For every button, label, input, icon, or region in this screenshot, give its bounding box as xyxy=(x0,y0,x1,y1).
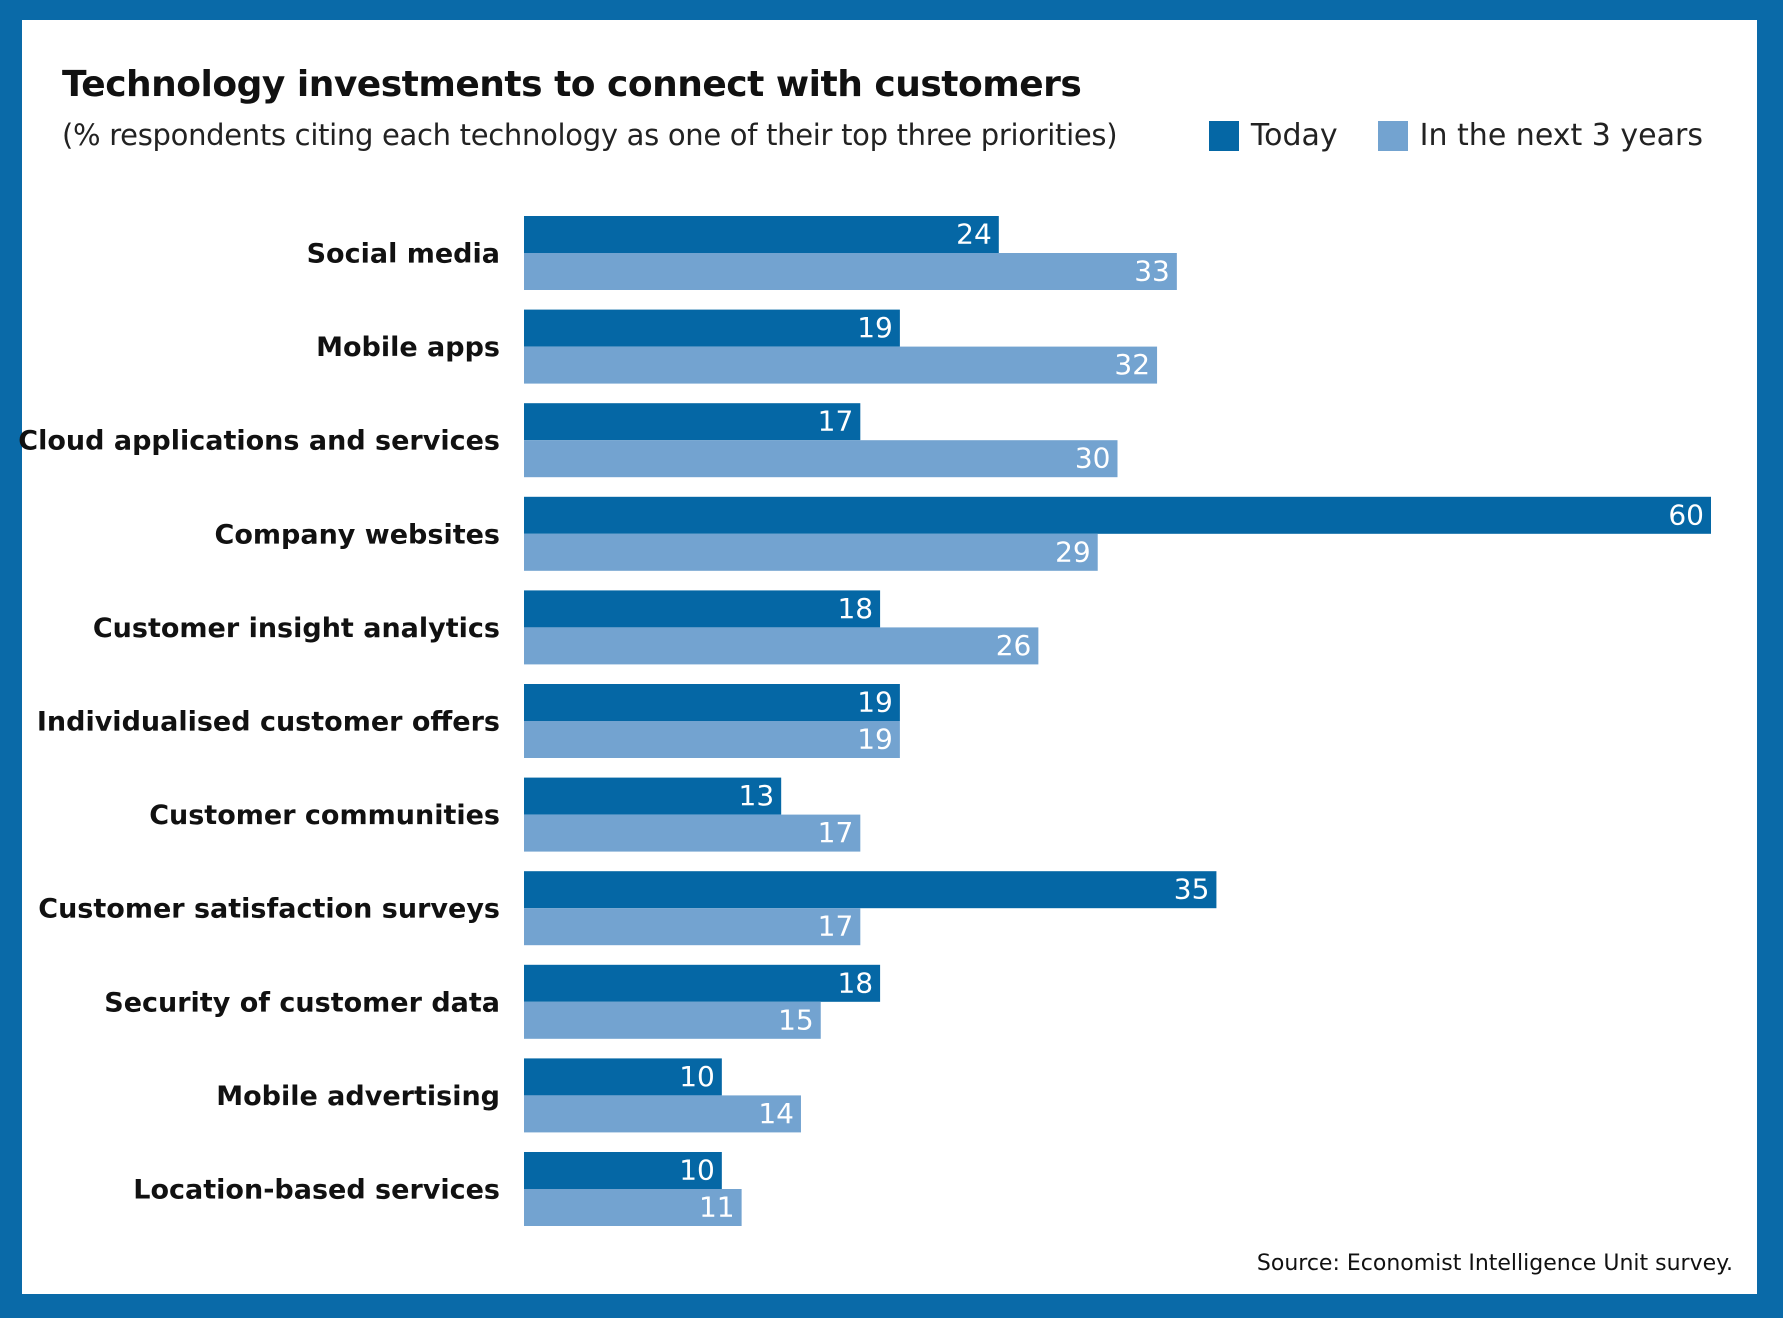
bar-today-company-websites xyxy=(524,496,1711,534)
value-label-today-mobile-advertising: 10 xyxy=(679,1060,715,1093)
bar-today-mobile-advertising xyxy=(524,1058,722,1096)
value-label-today-cloud-applications-and-services: 17 xyxy=(818,405,854,438)
bar-today-customer-insight-analytics xyxy=(524,590,881,628)
category-label-individualised-customer-offers: Individualised customer offers xyxy=(37,707,500,738)
value-label-today-mobile-apps: 19 xyxy=(857,311,893,344)
value-label-in-the-next-3-years-company-websites: 29 xyxy=(1055,535,1091,568)
category-label-cloud-applications-and-services: Cloud applications and services xyxy=(18,426,500,457)
bar-today-customer-communities xyxy=(524,777,782,815)
source-note: Source: Economist Intelligence Unit surv… xyxy=(1256,1251,1733,1276)
category-label-customer-communities: Customer communities xyxy=(149,800,500,831)
bar-today-social-media xyxy=(524,216,999,253)
value-label-in-the-next-3-years-individualised-customer-offers: 19 xyxy=(857,723,893,756)
category-label-company-websites: Company websites xyxy=(215,519,500,550)
category-label-customer-satisfaction-surveys: Customer satisfaction surveys xyxy=(38,894,500,925)
value-label-today-location-based-services: 10 xyxy=(679,1154,715,1187)
bar-in-the-next-3-years-security-of-customer-data xyxy=(524,1001,821,1039)
bar-today-mobile-apps xyxy=(524,309,900,347)
value-label-in-the-next-3-years-social-media: 33 xyxy=(1134,255,1170,288)
chart-subtitle: (% respondents citing each technology as… xyxy=(62,118,1118,152)
bar-in-the-next-3-years-cloud-applications-and-services xyxy=(524,440,1118,478)
bar-today-security-of-customer-data xyxy=(524,964,881,1002)
legend-item-next-3-years: In the next 3 years xyxy=(1377,118,1703,153)
bar-today-location-based-services xyxy=(524,1152,722,1189)
value-label-in-the-next-3-years-mobile-apps: 32 xyxy=(1114,348,1150,381)
value-label-in-the-next-3-years-mobile-advertising: 14 xyxy=(758,1097,794,1130)
legend-swatch-next-3-years xyxy=(1377,120,1408,151)
bar-in-the-next-3-years-company-websites xyxy=(524,533,1098,571)
bar-in-the-next-3-years-social-media xyxy=(524,253,1177,290)
bar-in-the-next-3-years-customer-insight-analytics xyxy=(524,627,1039,665)
category-label-mobile-advertising: Mobile advertising xyxy=(216,1081,500,1112)
category-label-security-of-customer-data: Security of customer data xyxy=(104,987,500,1018)
value-label-today-customer-communities: 13 xyxy=(739,779,775,812)
legend: Today In the next 3 years xyxy=(1208,118,1703,153)
value-label-in-the-next-3-years-location-based-services: 11 xyxy=(699,1191,735,1224)
value-label-in-the-next-3-years-cloud-applications-and-services: 30 xyxy=(1075,442,1111,475)
value-label-in-the-next-3-years-customer-communities: 17 xyxy=(818,816,854,849)
bar-today-individualised-customer-offers xyxy=(524,684,900,721)
category-label-social-media: Social media xyxy=(307,239,500,270)
bar-in-the-next-3-years-mobile-advertising xyxy=(524,1095,801,1133)
legend-label-today: Today xyxy=(1250,118,1338,153)
category-label-customer-insight-analytics: Customer insight analytics xyxy=(93,613,500,644)
bar-in-the-next-3-years-individualised-customer-offers xyxy=(524,721,900,758)
value-label-in-the-next-3-years-customer-insight-analytics: 26 xyxy=(996,629,1032,662)
legend-swatch-today xyxy=(1208,120,1239,151)
value-label-in-the-next-3-years-security-of-customer-data: 15 xyxy=(778,1003,814,1036)
bar-in-the-next-3-years-customer-communities xyxy=(524,814,861,852)
bar-today-customer-satisfaction-surveys xyxy=(524,871,1217,909)
value-label-today-security-of-customer-data: 18 xyxy=(837,966,873,999)
bar-in-the-next-3-years-mobile-apps xyxy=(524,346,1158,384)
value-label-in-the-next-3-years-customer-satisfaction-surveys: 17 xyxy=(818,910,854,943)
value-label-today-social-media: 24 xyxy=(956,218,992,251)
category-label-mobile-apps: Mobile apps xyxy=(316,332,500,363)
bar-in-the-next-3-years-customer-satisfaction-surveys xyxy=(524,908,861,946)
value-label-today-customer-insight-analytics: 18 xyxy=(837,592,873,625)
legend-label-next-3-years: In the next 3 years xyxy=(1419,118,1703,153)
legend-item-today: Today xyxy=(1208,118,1338,153)
value-label-today-company-websites: 60 xyxy=(1668,498,1704,531)
category-label-location-based-services: Location-based services xyxy=(133,1175,500,1206)
value-label-today-customer-satisfaction-surveys: 35 xyxy=(1174,873,1210,906)
chart-title: Technology investments to connect with c… xyxy=(62,64,1082,105)
value-label-today-individualised-customer-offers: 19 xyxy=(857,686,893,719)
bar-today-cloud-applications-and-services xyxy=(524,403,861,441)
bar-in-the-next-3-years-location-based-services xyxy=(524,1189,742,1226)
